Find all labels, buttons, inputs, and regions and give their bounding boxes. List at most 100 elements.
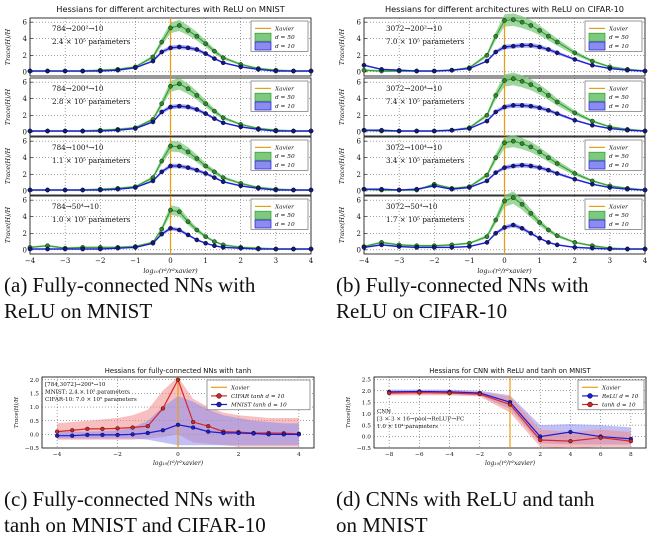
x-tick-label: −2	[95, 257, 105, 265]
point-d50	[554, 39, 560, 45]
point-d10	[414, 186, 419, 192]
point-d50	[176, 144, 182, 150]
point-d10	[159, 231, 165, 237]
point-d10	[45, 187, 50, 193]
x-tick-label: −3	[60, 257, 70, 265]
point-series-2	[477, 392, 482, 397]
legend-label: d = 50	[275, 95, 295, 101]
chart-title: Hessians for different architectures wit…	[56, 4, 285, 14]
point-series-2	[628, 439, 633, 444]
x-tick-label: 4	[643, 257, 648, 265]
point-d10	[256, 246, 261, 252]
y-tick-label: 0	[23, 246, 27, 254]
point-d10	[97, 128, 103, 134]
point-d10	[590, 245, 595, 251]
point-d10	[449, 186, 455, 192]
legend-swatch-marker	[216, 401, 222, 408]
point-d50	[484, 234, 490, 239]
point-d10	[80, 68, 85, 74]
chart-title: Hessians for fully-connected NNs with ta…	[105, 367, 251, 375]
point-d50	[493, 155, 499, 161]
x-tick-label: −8	[385, 452, 394, 458]
point-d10	[212, 175, 217, 180]
point-d10	[510, 103, 516, 108]
point-d10	[642, 187, 648, 193]
point-series-1	[568, 429, 573, 435]
point-d10	[361, 127, 367, 133]
panel-2: 0 2 4 6 Trace(H)/H 3072→200⁴→10 7.4 × 10⁵ para…	[339, 72, 648, 137]
legend-label: Xavier	[274, 204, 295, 210]
point-d10	[431, 183, 437, 189]
point-d10	[212, 56, 217, 61]
x-axis-label: log₁₀(r²/r²xavier)	[477, 267, 532, 275]
point-series-1	[115, 426, 120, 431]
point-series-2	[221, 430, 226, 436]
point-d10	[308, 187, 314, 193]
point-d10	[554, 242, 560, 248]
point-d10	[238, 64, 244, 70]
x-tick-label: −6	[415, 452, 424, 458]
point-d10	[185, 165, 191, 170]
point-d10	[62, 246, 68, 252]
point-series-2	[236, 430, 241, 436]
point-d10	[273, 246, 279, 252]
point-d10	[554, 50, 560, 56]
y-axis-label: Trace(H)/H	[5, 147, 12, 184]
point-d50	[203, 163, 208, 169]
point-series-2	[507, 402, 513, 407]
caption-c: (c) Fully-connected NNs with tanh on MNI…	[4, 486, 329, 538]
point-series-2	[538, 437, 543, 443]
legend-label: d = 50	[609, 95, 629, 101]
point-series-1	[206, 424, 211, 429]
caption-c-line1: (c) Fully-connected NNs with	[4, 487, 256, 511]
point-d10	[493, 109, 499, 115]
point-d50	[590, 118, 595, 124]
legend-label: d = 10	[275, 222, 295, 228]
point-d50	[519, 19, 525, 25]
point-d50	[510, 138, 516, 144]
point-d10	[625, 67, 630, 73]
legend-swatch-patch	[588, 101, 606, 111]
caption-b-line1: (b) Fully-connected NNs with	[336, 273, 589, 297]
panel-arch-label: 3072→200⁴→10	[386, 84, 443, 93]
point-d50	[168, 207, 173, 213]
legend-label: CIFAR tanh d = 10	[231, 394, 285, 400]
point-d10	[194, 107, 200, 112]
legend-swatch-patch	[254, 219, 272, 229]
point-d10	[554, 111, 560, 116]
y-tick-label: 4	[23, 154, 28, 162]
point-d10	[642, 246, 648, 252]
point-d10	[194, 237, 200, 243]
x-tick-label: −4	[25, 257, 36, 265]
caption-c-line2: tanh on MNIST and CIFAR-10	[4, 513, 266, 537]
point-d50	[194, 227, 200, 233]
point-d10	[150, 119, 156, 125]
point-series-1	[55, 429, 60, 434]
point-d10	[493, 170, 499, 175]
x-tick-label: −1	[130, 257, 140, 265]
point-d10	[176, 163, 182, 169]
point-d10	[361, 245, 367, 250]
point-d50	[220, 175, 226, 180]
point-d10	[256, 67, 261, 72]
point-d10	[80, 246, 85, 252]
point-d50	[554, 161, 560, 166]
point-d10	[528, 230, 534, 236]
point-d10	[361, 186, 367, 192]
legend-label: d = 50	[609, 154, 629, 160]
point-series-1	[191, 419, 196, 425]
y-tick-label: 0.0	[30, 433, 40, 439]
point-series-1	[538, 434, 543, 439]
point-d10	[194, 167, 200, 173]
point-d10	[510, 222, 516, 228]
x-tick-label: −4	[53, 452, 62, 458]
point-series-2	[130, 432, 135, 437]
point-d10	[396, 187, 402, 193]
y-tick-label: 6	[357, 138, 362, 146]
x-tick-label: 1	[537, 257, 541, 265]
x-tick-label: 4	[297, 452, 301, 458]
annotation-line: 1.0 × 10⁴ parameters	[377, 423, 438, 430]
y-tick-label: 4	[357, 35, 362, 43]
chart-title: Hessians for different architectures wit…	[385, 4, 624, 14]
x-tick-label: −2	[429, 257, 439, 265]
